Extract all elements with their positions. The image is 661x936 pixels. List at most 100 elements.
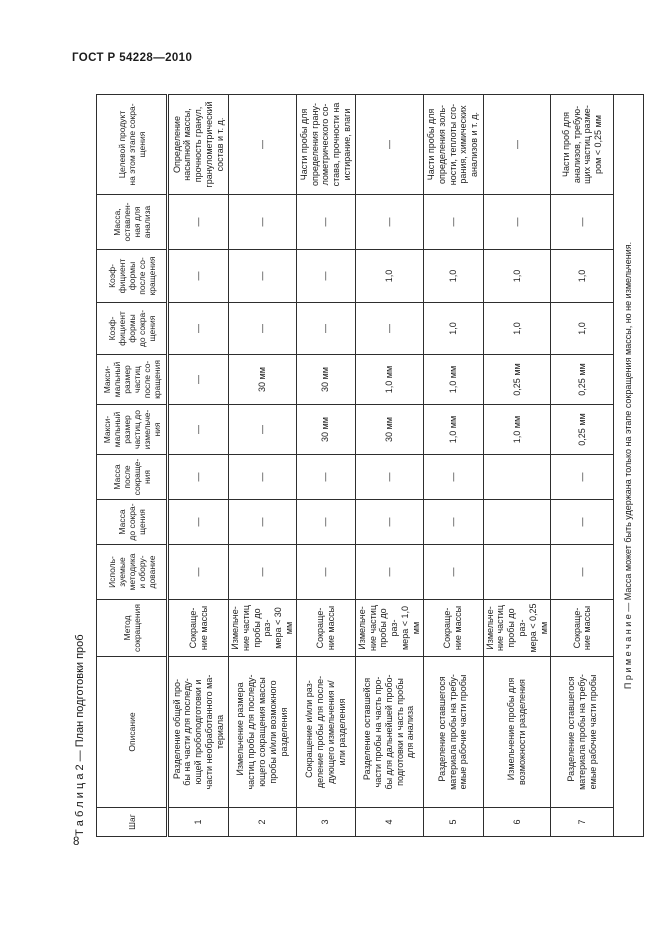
- cell-target-product-step3: Части пробы для определения грану- ломет…: [296, 94, 356, 195]
- cell-max-size-before-grinding-step5: 1,0 мм: [423, 404, 484, 455]
- cell-max-size-after-reduction-step5: 1,0 мм: [423, 354, 484, 405]
- cell-method-equipment-step6: [483, 544, 551, 600]
- rotated-table-inner: Т а б л и ц а 2 — План подготовки проб Ш…: [74, 94, 645, 837]
- cell-mass-left-for-analysis-step3: —: [296, 194, 356, 250]
- cell-reduction-method-step7: Сокраще- ние массы: [550, 599, 614, 657]
- header-cell-max-size-after-reduction: Макси- мальный размер частиц после со- к…: [96, 354, 168, 405]
- cell-mass-before-step7: —: [550, 499, 614, 545]
- cell-shape-coef-after-step1: —: [167, 249, 229, 303]
- cell-mass-left-for-analysis-step5: —: [423, 194, 484, 250]
- cell-max-size-after-reduction-step2: 30 мм: [228, 354, 297, 405]
- cell-step-step1: 1: [167, 807, 229, 837]
- table-title: Т а б л и ц а 2 — План подготовки проб: [74, 634, 86, 836]
- table-body: 1 Разделение общей про- бы на части для п…: [167, 94, 644, 837]
- cell-mass-after-step1: —: [167, 454, 229, 500]
- cell-max-size-before-grinding-step6: 1,0 мм: [483, 404, 551, 455]
- cell-mass-before-step2: —: [228, 499, 297, 545]
- header-cell-target-product: Целевой продукт на этом этапе сокра- щен…: [96, 94, 168, 195]
- page-number: 8: [73, 836, 80, 848]
- cell-reduction-method-step4: Измельче- ние частиц пробы до раз- мера …: [355, 599, 424, 657]
- cell-method-equipment-step7: —: [550, 544, 614, 600]
- cell-method-equipment-step4: —: [355, 544, 424, 600]
- cell-description-step1: Разделение общей про- бы на части для по…: [167, 656, 229, 808]
- cell-shape-coef-before-step5: 1,0: [423, 302, 484, 355]
- cell-mass-left-for-analysis-step4: —: [355, 194, 424, 250]
- cell-target-product-step1: Определение насыпной массы, прочность гр…: [167, 94, 229, 195]
- cell-max-size-after-reduction-step1: —: [167, 354, 229, 405]
- rotated-table-stage: Т а б л и ц а 2 — План подготовки проб Ш…: [74, 94, 645, 837]
- cell-target-product-step5: Части пробы для определения золь- ности,…: [423, 94, 484, 195]
- cell-max-size-after-reduction-step4: 1,0 мм: [355, 354, 424, 405]
- note-text: П р и м е ч а н и е — Масса может быть у…: [613, 94, 644, 837]
- cell-max-size-after-reduction-step7: 0,25 мм: [550, 354, 614, 405]
- cell-method-equipment-step5: —: [423, 544, 484, 600]
- cell-mass-after-step3: —: [296, 454, 356, 500]
- cell-step-step4: 4: [355, 807, 424, 837]
- cell-mass-left-for-analysis-step2: —: [228, 194, 297, 250]
- cell-shape-coef-before-step4: —: [355, 302, 424, 355]
- cell-description-step7: Разделение оставшегося материала пробы н…: [550, 656, 614, 808]
- cell-shape-coef-after-step6: 1,0: [483, 249, 551, 303]
- header-cell-mass-before: Масса до сокра- щения: [96, 499, 168, 545]
- cell-reduction-method-step5: Сокраще- ние массы: [423, 599, 484, 657]
- cell-shape-coef-after-step7: 1,0: [550, 249, 614, 303]
- header-cell-shape-coef-before: Коэф- фициент формы до сокра- щения: [96, 302, 168, 355]
- cell-max-size-before-grinding-step2: —: [228, 404, 297, 455]
- cell-shape-coef-after-step4: 1,0: [355, 249, 424, 303]
- cell-step-step5: 5: [423, 807, 484, 837]
- cell-mass-after-step5: —: [423, 454, 484, 500]
- cell-description-step4: Разделение оставшейся части пробы на час…: [355, 656, 424, 808]
- cell-mass-before-step6: [483, 499, 551, 545]
- cell-max-size-after-reduction-step3: 30 мм: [296, 354, 356, 405]
- cell-description-step2: Измельчение размера частиц пробы для пос…: [228, 656, 297, 808]
- step-row-7: 7 Разделение оставшегося материала пробы …: [550, 94, 614, 837]
- cell-mass-before-step4: —: [355, 499, 424, 545]
- step-row-4: 4 Разделение оставшейся части пробы на ча…: [355, 94, 424, 837]
- cell-step-step7: 7: [550, 807, 614, 837]
- cell-mass-before-step3: —: [296, 499, 356, 545]
- header-cell-method-equipment: Исполь- зуемые методика и обору- дование: [96, 544, 168, 600]
- cell-mass-before-step5: —: [423, 499, 484, 545]
- step-row-3: 3 Сокращение и/или раз- деление пробы для…: [296, 94, 356, 837]
- cell-target-product-step6: —: [483, 94, 551, 195]
- cell-max-size-before-grinding-step1: —: [167, 404, 229, 455]
- cell-target-product-step7: Части проб для анализов, требую- щих час…: [550, 94, 614, 195]
- doc-header: ГОСТ Р 54228—2010: [72, 52, 193, 64]
- cell-description-step5: Разделение оставшегося материала пробы н…: [423, 656, 484, 808]
- cell-shape-coef-after-step3: —: [296, 249, 356, 303]
- cell-max-size-before-grinding-step4: 30 мм: [355, 404, 424, 455]
- cell-max-size-before-grinding-step3: 30 мм: [296, 404, 356, 455]
- cell-shape-coef-before-step2: —: [228, 302, 297, 355]
- cell-reduction-method-step2: Измельче- ние частиц пробы до раз- мера …: [228, 599, 297, 657]
- cell-mass-after-step7: —: [550, 454, 614, 500]
- cell-mass-left-for-analysis-step1: —: [167, 194, 229, 250]
- cell-step-step6: 6: [483, 807, 551, 837]
- cell-shape-coef-before-step1: —: [167, 302, 229, 355]
- cell-target-product-step4: —: [355, 94, 424, 195]
- header-cell-shape-coef-after: Коэф- фициент формы после со- кращения: [96, 249, 168, 303]
- header-row: Шаг Описание Метод сокращения Исполь- зуемы…: [96, 94, 168, 837]
- cell-reduction-method-step3: Сокраще- ние массы: [296, 599, 356, 657]
- cell-step-step3: 3: [296, 807, 356, 837]
- header-cell-description: Описание: [96, 656, 168, 808]
- cell-reduction-method-step1: Сокраще- ние массы: [167, 599, 229, 657]
- cell-mass-before-step1: —: [167, 499, 229, 545]
- cell-shape-coef-before-step7: 1,0: [550, 302, 614, 355]
- header-cell-reduction-method: Метод сокращения: [96, 599, 168, 657]
- cell-method-equipment-step3: —: [296, 544, 356, 600]
- table-head: Шаг Описание Метод сокращения Исполь- зуемы…: [96, 94, 168, 837]
- sample-preparation-table: Шаг Описание Метод сокращения Исполь- зуемы…: [96, 94, 645, 837]
- cell-shape-coef-before-step6: 1,0: [483, 302, 551, 355]
- cell-method-equipment-step2: —: [228, 544, 297, 600]
- cell-description-step6: Измельчение пробы для возможности раздел…: [483, 656, 551, 808]
- cell-max-size-after-reduction-step6: 0,25 мм: [483, 354, 551, 405]
- step-row-5: 5 Разделение оставшегося материала пробы …: [423, 94, 484, 837]
- cell-shape-coef-after-step2: —: [228, 249, 297, 303]
- note-row: П р и м е ч а н и е — Масса может быть у…: [613, 94, 644, 837]
- cell-target-product-step2: —: [228, 94, 297, 195]
- cell-mass-after-step6: [483, 454, 551, 500]
- step-row-6: 6 Измельчение пробы для возможности разде…: [483, 94, 551, 837]
- cell-method-equipment-step1: —: [167, 544, 229, 600]
- header-cell-step: Шаг: [96, 807, 168, 837]
- step-row-2: 2 Измельчение размера частиц пробы для по…: [228, 94, 297, 837]
